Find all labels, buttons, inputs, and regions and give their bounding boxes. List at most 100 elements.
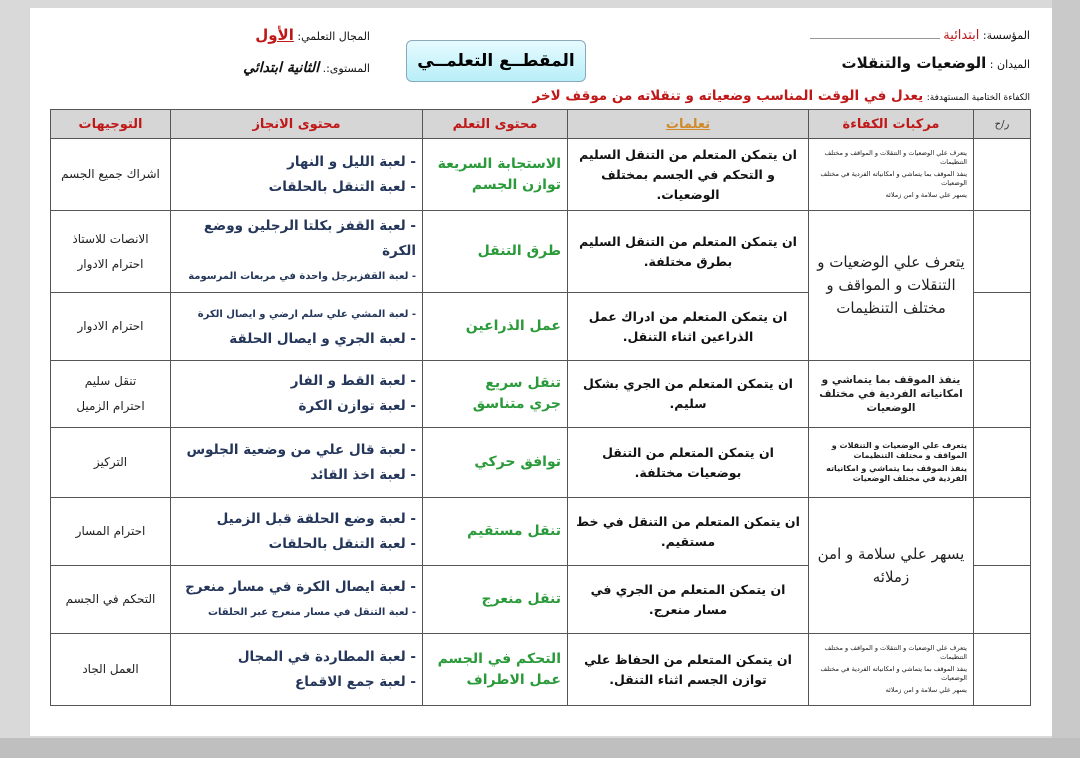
competency-item: ينفذ الموقف بما يتماشي و امكانياته الفرد… (820, 170, 967, 187)
learning-cell: ان يتمكن المتعلم من ادراك عمل الذراعين ا… (567, 292, 809, 361)
page-title: المقطــع التعلمــي (406, 40, 586, 82)
competency-item: يتعرف علي الوضعيات و التنقلات و المواقف … (817, 253, 965, 317)
guidance-item: تنقل سليم (84, 374, 137, 388)
level-label: المستوى:. (322, 62, 370, 75)
activity-item: - لعبة قال علي من وضعية الجلوس (186, 441, 417, 458)
activity-item: - لعبة التنقل في مسار منعرج عبر الحلقات (207, 606, 416, 618)
learning-area-value: الأول (255, 26, 294, 44)
domain-value: الوضعيات والتنقلات (841, 54, 987, 72)
guidance-cell: احترام المسار (50, 497, 171, 566)
activity-item: - لعبة وضع الحلقة قبل الزميل (216, 510, 416, 527)
learning-cell: ان يتمكن المتعلم من الجري في مسار منعرج. (567, 565, 809, 634)
header-session: ر/ح (973, 109, 1031, 139)
competency-item: ينفذ الموقف بما يتماشي و امكانياته الفرد… (826, 464, 967, 483)
guidance-item: احترام الادوار (77, 256, 144, 271)
learning-content-item: تنقل سريع (485, 375, 561, 391)
learning-cell: ان يتمكن المتعلم من التنقل بوضعيات مختلف… (567, 427, 809, 498)
guidance-cell: اشراك جميع الجسم (50, 138, 171, 211)
table-header-row: ر/ح مركبات الكفاءة تعلمات محتوى التعلم م… (50, 109, 1031, 139)
competency-item: يسهر علي سلامة و امن زملائه (817, 544, 965, 586)
learning-content-cell: عمل الذراعين (422, 292, 568, 361)
learning-content-cell: التحكم في الجسم عمل الاطراف (422, 633, 568, 706)
final-competency: الكفاءة الختامية المستهدفة: يعدل في الوق… (533, 88, 1030, 104)
activities-cell: - لعبة الليل و النهار - لعبة التنقل بالحل… (170, 138, 423, 211)
guidance-cell: احترام الادوار (50, 292, 171, 361)
learning-cell: ان يتمكن المتعلم من الحفاظ علي توازن الج… (567, 633, 809, 706)
domain: الميدان : الوضعيات والتنقلات (842, 54, 1031, 72)
final-competency-value: يعدل في الوقت المناسب وضعياته و تنقلاته … (532, 88, 924, 104)
lesson-table: ر/ح مركبات الكفاءة تعلمات محتوى التعلم م… (50, 109, 1031, 706)
final-competency-label: الكفاءة الختامية المستهدفة: (926, 93, 1030, 103)
session-cell (973, 360, 1031, 428)
guidance-cell: العمل الجاد (50, 633, 171, 706)
session-cell (973, 497, 1031, 566)
competency-item: يتعرف علي الوضعيات و التنقلات و المواقف … (824, 149, 967, 166)
competency-item: ينفذ الموقف بما يتماشي و امكانياته الفرد… (819, 374, 963, 414)
guidance-item: احترام الادوار (77, 319, 144, 333)
session-cell (973, 565, 1031, 634)
competency-item: يتعرف علي الوضعيات و التنقلات و المواقف … (824, 644, 967, 661)
learning-area-label: المجال التعلمي: (297, 30, 370, 43)
learning-content-cell: تنقل مستقيم (422, 497, 568, 566)
table-row: يتعرف علي الوضعيات و التنقلات و المواقف … (50, 427, 1031, 498)
institution-value: ابتدائية (943, 28, 980, 43)
activity-item: - لعبة التنقل بالحلقات (268, 535, 416, 552)
session-cell (973, 210, 1031, 293)
guidance-cell: تنقل سليم احترام الزميل (50, 360, 171, 428)
guidance-item: احترام المسار (75, 524, 146, 538)
learning-content-item: تنقل منعرج (481, 591, 561, 607)
table-row: ينفذ الموقف بما يتماشي و امكانياته الفرد… (50, 360, 1031, 428)
activity-item: - لعبة القفز بكلتا الرجلين ووضع الكرة (203, 218, 416, 259)
guidance-item: اشراك جميع الجسم (61, 167, 160, 181)
session-cell (973, 292, 1031, 361)
header-learning-content: محتوى التعلم (422, 109, 568, 139)
learning-cell: ان يتمكن المتعلم من الجري بشكل سليم. (567, 360, 809, 428)
learning-area: المجال التعلمي: الأول (255, 26, 370, 44)
header-guidance: التوجيهات (50, 109, 171, 139)
competency-item: ينفذ الموقف بما يتماشي و امكانياته الفرد… (820, 665, 967, 682)
table-row: يسهر علي سلامة و امن زملائه ان يتمكن المت… (50, 497, 1031, 634)
learning-cell: ان يتمكن المتعلم من التنقل السليم بطرق م… (567, 210, 809, 293)
guidance-cell: التحكم في الجسم (50, 565, 171, 634)
learning-content-cell: تنقل سريع جري متناسق (422, 360, 568, 428)
activity-item: - لعبة القط و الفار (290, 373, 416, 389)
level-value: الثانية ابتدائي (243, 60, 320, 76)
activity-item: - لعبة اخذ القائد (310, 466, 416, 483)
activities-cell: - لعبة المشي علي سلم ارضي و ايصال الكرة -… (170, 292, 423, 361)
activity-item: - لعبة الليل و النهار (287, 153, 416, 170)
lesson-plan-sheet: المؤسسة: ابتدائية الميدان : الوضعيات وال… (30, 8, 1052, 736)
header-learnings: تعلمات (567, 109, 809, 139)
learning-content-item: طرق التنقل (477, 243, 561, 259)
guidance-item: العمل الجاد (82, 662, 139, 676)
learning-content-item: عمل الاطراف (466, 671, 562, 688)
competency-cell: يتعرف علي الوضعيات و التنقلات و المواقف … (808, 633, 974, 706)
learning-content-item: توافق حركي (474, 454, 561, 470)
table-row: يتعرف علي الوضعيات و التنقلات و المواقف … (50, 210, 1031, 361)
background-strip (0, 738, 1080, 758)
table-row: يتعرف علي الوضعيات و التنقلات و المواقف … (50, 138, 1031, 211)
competency-cell: يتعرف علي الوضعيات و التنقلات و المواقف … (808, 210, 974, 361)
activity-item: - لعبة توازن الكرة (298, 398, 416, 414)
learning-content-item: تنقل مستقيم (467, 523, 561, 539)
level: المستوى:. الثانية ابتدائي (243, 60, 370, 76)
session-cell (973, 427, 1031, 498)
institution: المؤسسة: ابتدائية (809, 28, 1030, 43)
activity-item: - لعبة ايصال الكرة في مسار منعرج (185, 578, 416, 595)
header-competency-components: مركبات الكفاءة (808, 109, 974, 139)
competency-cell: يتعرف علي الوضعيات و التنقلات و المواقف … (808, 427, 974, 498)
learning-content-item: جري متناسق (472, 396, 561, 412)
learning-content-item: عمل الذراعين (465, 318, 561, 334)
guidance-cell: التركيز (50, 427, 171, 498)
table-row: ان يتمكن المتعلم من الجري في مسار منعرج.… (50, 565, 1031, 634)
table-row: يتعرف علي الوضعيات و التنقلات و المواقف … (50, 633, 1031, 706)
activities-cell: - لعبة المطاردة في المجال - لعبة جمع الاق… (170, 633, 423, 706)
domain-label: الميدان : (989, 58, 1030, 71)
session-cell (973, 138, 1031, 211)
activities-cell: - لعبة ايصال الكرة في مسار منعرج - لعبة ا… (170, 565, 423, 634)
learning-cell: ان يتمكن المتعلم من التنقل في خط مستقيم. (567, 497, 809, 566)
activities-cell: - لعبة وضع الحلقة قبل الزميل - لعبة التنق… (170, 497, 423, 566)
guidance-item: احترام الزميل (76, 399, 145, 413)
activity-item: - لعبة المطاردة في المجال (237, 648, 416, 665)
learning-content-cell: تنقل منعرج (422, 565, 568, 634)
competency-cell: يسهر علي سلامة و امن زملائه (808, 497, 974, 634)
